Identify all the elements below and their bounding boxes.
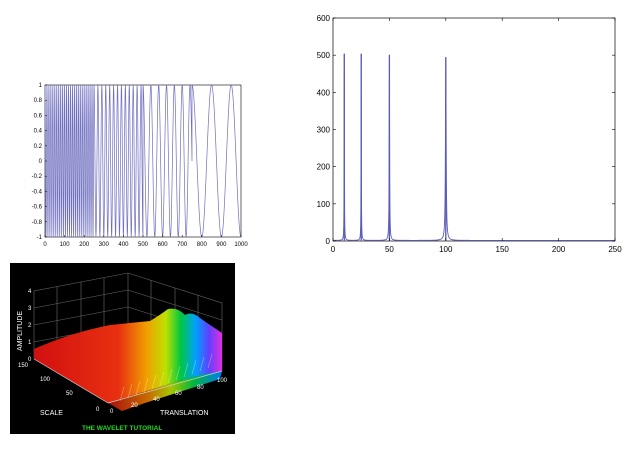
y-tick-label: -1 [37, 235, 43, 241]
y-tick-label: 0.8 [34, 98, 43, 104]
spectrum-chart: 0 50 100 150 200 250 600 500 400 300 200 100 0 [305, 10, 635, 260]
y-tick-label: 300 [317, 126, 331, 135]
translation-tick: 100 [217, 378, 228, 384]
surface-axes [33, 358, 223, 404]
y-tick-label: 0 [39, 159, 43, 165]
x-tick-label: 50 [385, 245, 394, 254]
x-tick-label: 1000 [234, 242, 248, 248]
y-tick-label: 0.4 [34, 129, 43, 135]
signal-line [44, 84, 242, 238]
z-tick: 4 [28, 289, 32, 295]
x-tick-label: 700 [177, 242, 188, 248]
translation-tick: 40 [153, 397, 160, 403]
translation-ticks: 0 20 40 60 80 100 [110, 378, 228, 415]
x-tick-label: 900 [216, 242, 227, 248]
x-tick-label: 300 [99, 242, 110, 248]
x-tick-label: 800 [197, 242, 208, 248]
y-tick-label: 100 [317, 200, 331, 209]
translation-tick: 80 [197, 385, 204, 391]
x-tick-label: 100 [439, 245, 453, 254]
y-tick-label: -0.8 [32, 220, 43, 226]
signal-plot: 0 100 200 300 400 500 600 700 800 900 1000 1 0.8 0.6 0… [32, 83, 249, 248]
z-tick: 0 [28, 357, 32, 363]
y-tick-label: 400 [317, 88, 331, 97]
x-tick-label: 0 [331, 245, 336, 254]
x-tick-label: 250 [608, 245, 622, 254]
y-tick-label: 600 [317, 14, 331, 23]
scale-tick: 0 [96, 407, 100, 413]
spectrum-line [332, 53, 615, 241]
signal-chart: 0 100 200 300 400 500 600 700 800 900 1000 1 0.8 0.6 0… [0, 75, 260, 255]
wavelet-surface-plot: 0 1 2 3 4 150 100 50 0 0 20 40 60 80 100… [17, 272, 228, 432]
spectrum-axes-box [332, 17, 616, 242]
z-ticks: 0 1 2 3 4 [28, 289, 32, 363]
x-tick-label: 600 [158, 242, 169, 248]
wavelet-surface-chart: 0 1 2 3 4 150 100 50 0 0 20 40 60 80 100… [10, 263, 235, 434]
x-tick-label: 0 [43, 242, 47, 248]
spectrum-plot: 0 50 100 150 200 250 600 500 400 300 200 100 0 [317, 14, 623, 254]
wavelet-tutorial-caption: THE WAVELET TUTORIAL [82, 425, 162, 432]
scale-tick: 150 [18, 363, 29, 369]
z-tick: 1 [28, 340, 32, 346]
x-tick-label: 200 [79, 242, 90, 248]
translation-tick: 20 [131, 403, 138, 409]
surface-front [108, 371, 222, 411]
translation-axis-label: TRANSLATION [160, 410, 209, 417]
z-tick: 2 [28, 323, 32, 329]
x-tick-label: 400 [118, 242, 129, 248]
y-tick-label: 1 [39, 83, 43, 89]
y-tick-label: -0.4 [32, 189, 43, 195]
scale-tick: 50 [66, 391, 73, 397]
z-tick: 3 [28, 306, 32, 312]
x-tick-label: 500 [138, 242, 149, 248]
y-tick-label: -0.2 [32, 174, 43, 180]
x-tick-label: 100 [60, 242, 71, 248]
y-tick-label: 0 [326, 237, 331, 246]
x-tick-label: 200 [552, 245, 566, 254]
y-tick-label: 0.2 [34, 144, 43, 150]
amplitude-axis-label: AMPLITUDE [17, 311, 24, 351]
scale-ticks: 150 100 50 0 [18, 363, 100, 413]
scale-tick: 100 [40, 377, 51, 383]
y-tick-label: -0.6 [32, 205, 43, 211]
translation-tick: 60 [175, 391, 182, 397]
surface-ridges [119, 353, 213, 402]
scale-axis-label: SCALE [40, 410, 63, 417]
x-tick-label: 150 [496, 245, 510, 254]
y-tick-label: 500 [317, 51, 331, 60]
y-tick-label: 0.6 [34, 113, 43, 119]
translation-tick: 0 [110, 409, 114, 415]
surface-top [34, 308, 222, 403]
y-tick-label: 200 [317, 163, 331, 172]
